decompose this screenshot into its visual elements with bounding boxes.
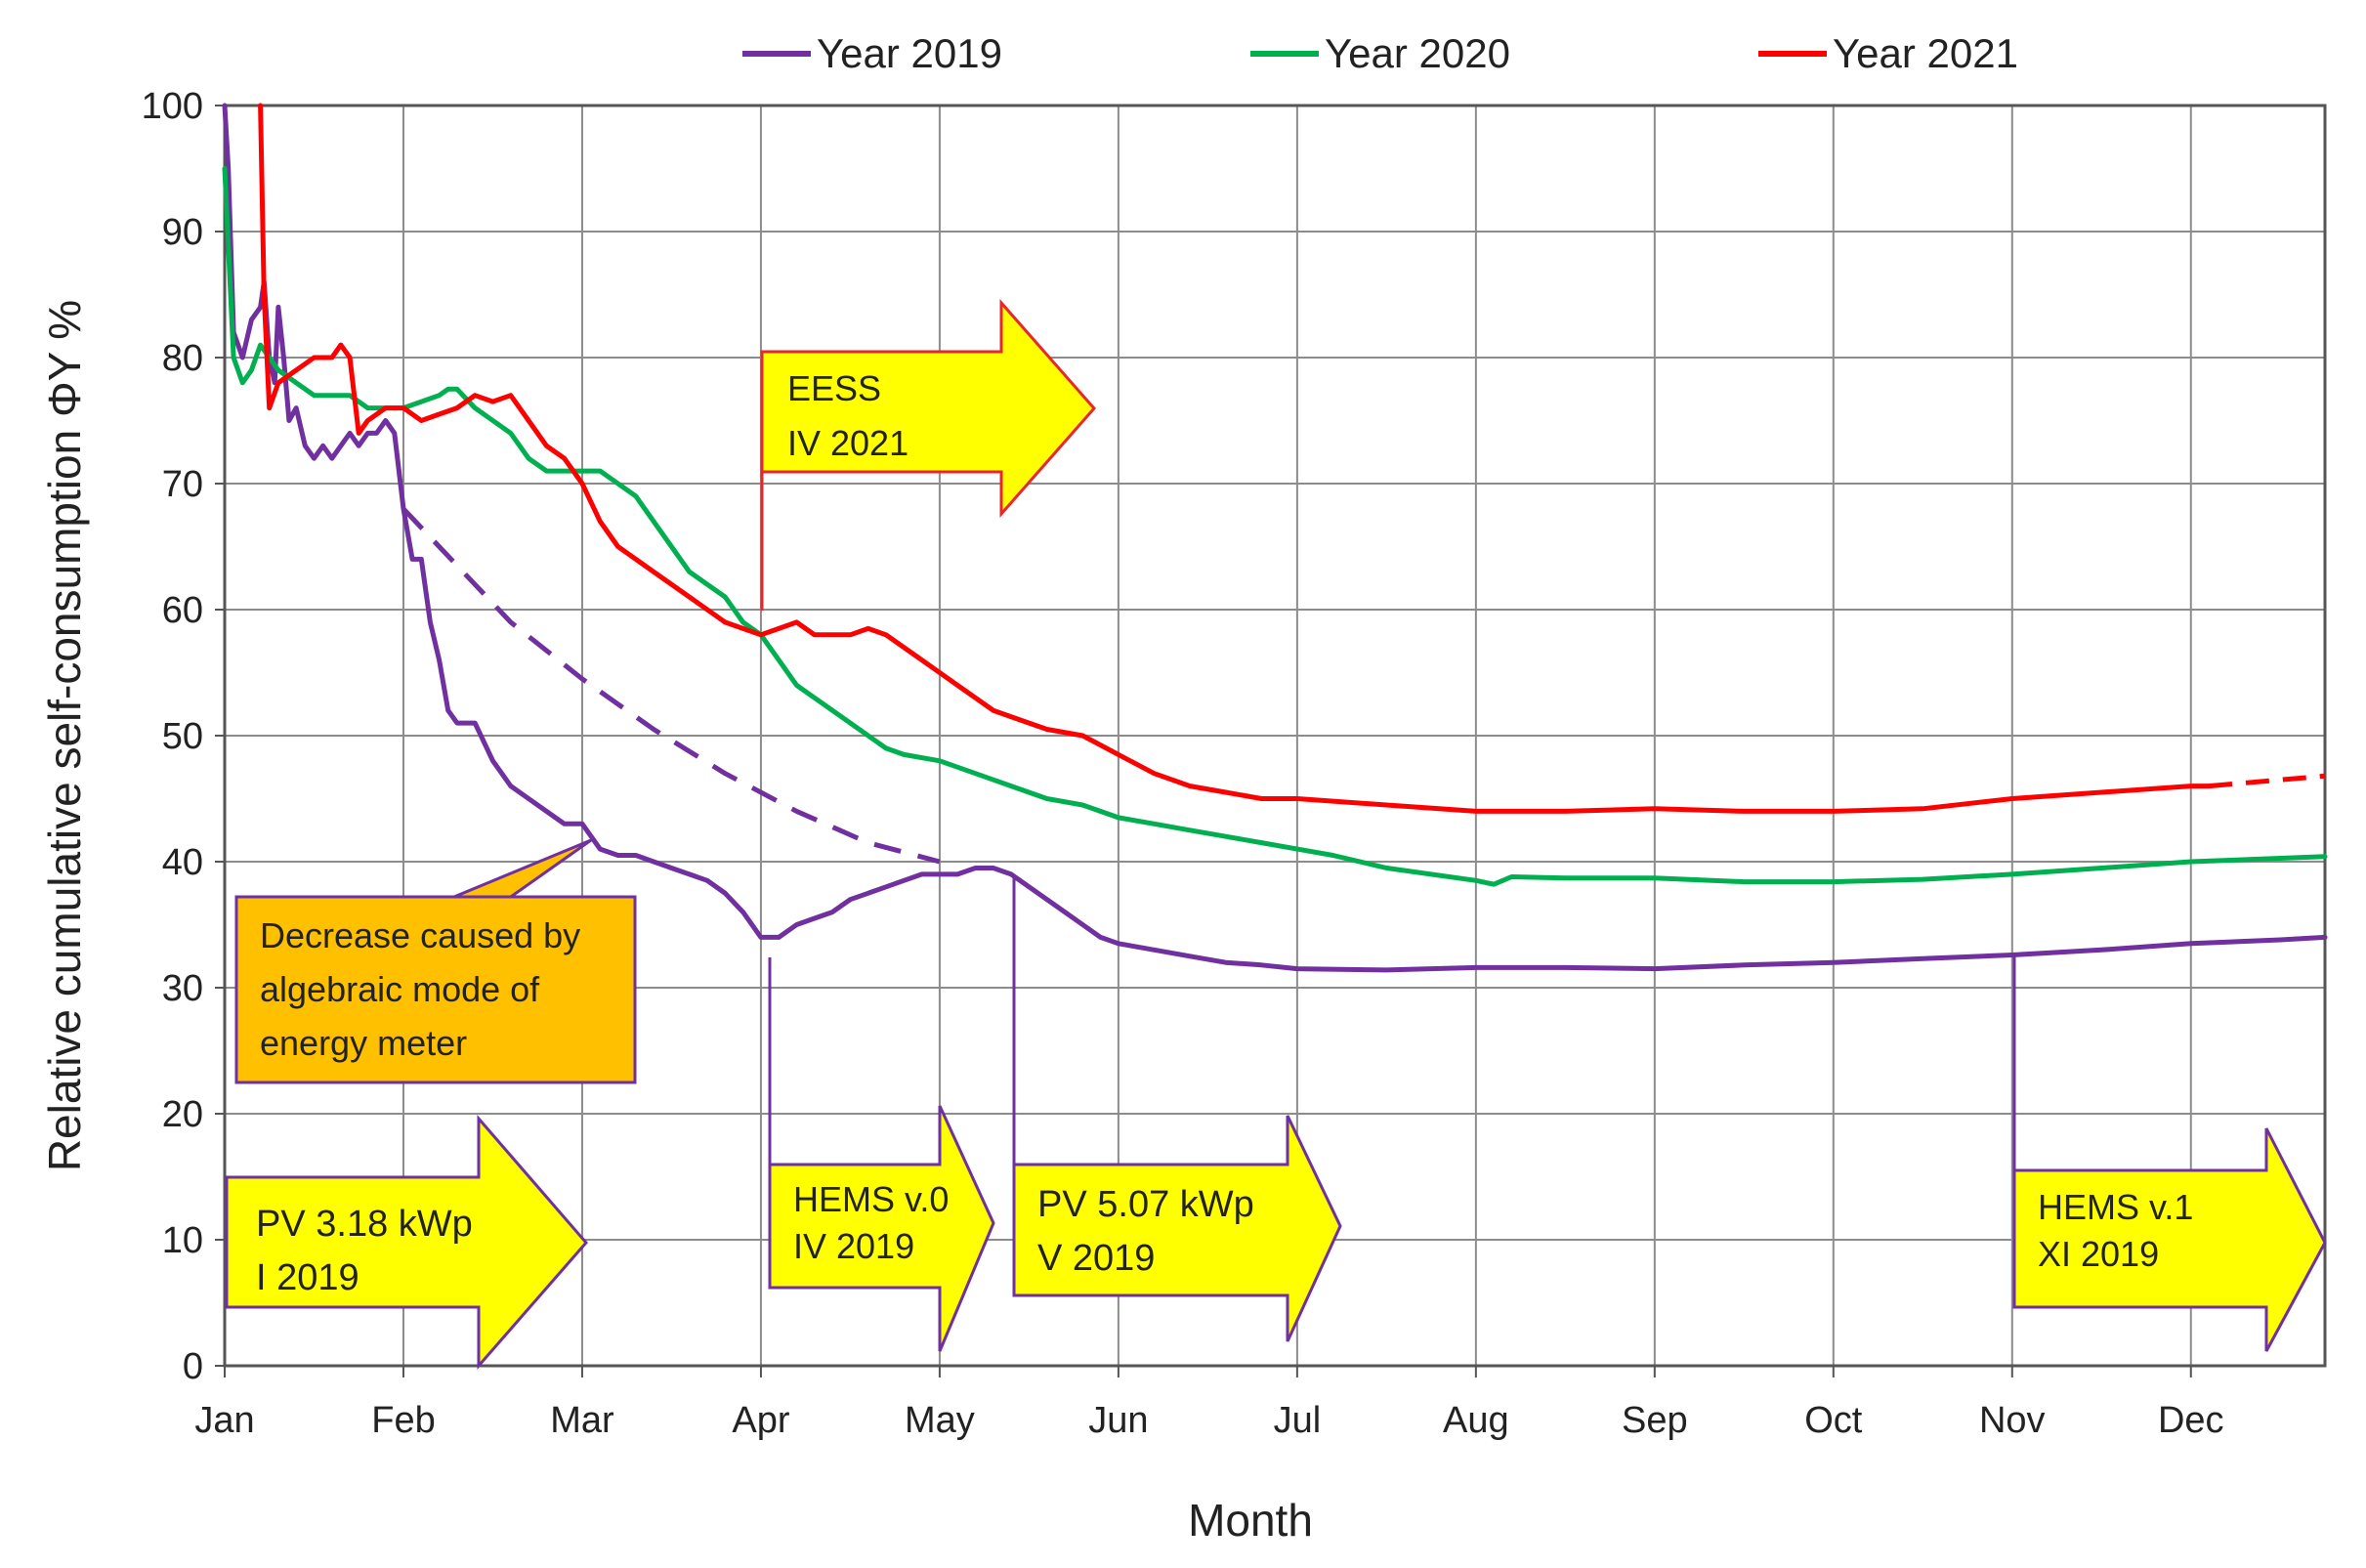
y-tick-label: 100 xyxy=(142,86,203,127)
series-line-3 xyxy=(258,103,2212,814)
x-tick-label: May xyxy=(905,1400,975,1441)
legend-item-2019: Year 2019 xyxy=(742,30,1002,76)
x-tick-label: Aug xyxy=(1443,1400,1509,1441)
annotation-pv-507: PV 5.07 kWp V 2019 xyxy=(1012,874,1342,1342)
y-axis-ticks: 0 10 20 30 40 50 60 70 80 90 100 xyxy=(142,86,225,1387)
annotation-eess: EESS IV 2021 xyxy=(760,299,1096,611)
svg-text:Year 2019: Year 2019 xyxy=(817,30,1002,76)
x-tick-label: Mar xyxy=(550,1400,614,1441)
svg-text:XI 2019: XI 2019 xyxy=(2038,1234,2159,1274)
series-line-1 xyxy=(401,507,941,865)
x-tick-label: Oct xyxy=(1804,1400,1863,1441)
svg-text:algebraic mode of: algebraic mode of xyxy=(260,969,540,1009)
y-tick-label: 80 xyxy=(162,338,203,379)
annotation-hems-v0: HEMS v.0 IV 2019 xyxy=(768,957,995,1352)
y-tick-label: 70 xyxy=(162,464,203,505)
legend: Year 2019 Year 2020 Year 2021 xyxy=(742,30,2018,76)
series-line-2 xyxy=(222,166,2328,887)
y-axis-title: Relative cumulative self-consumption ΦY … xyxy=(39,300,90,1171)
x-axis-ticks: Jan Feb Mar Apr May Jun Jul Aug Sep Oct Nov Dec xyxy=(194,1366,2224,1441)
y-tick-label: 50 xyxy=(162,716,203,757)
svg-text:IV 2019: IV 2019 xyxy=(793,1226,914,1266)
legend-item-2021: Year 2021 xyxy=(1758,30,2018,76)
x-tick-label: Sep xyxy=(1622,1400,1688,1441)
svg-text:energy meter: energy meter xyxy=(260,1023,467,1063)
y-tick-label: 10 xyxy=(162,1220,203,1261)
svg-text:HEMS v.1: HEMS v.1 xyxy=(2038,1187,2193,1227)
svg-text:V 2019: V 2019 xyxy=(1037,1238,1155,1279)
svg-text:IV 2021: IV 2021 xyxy=(787,423,908,463)
x-tick-label: Jul xyxy=(1274,1400,1322,1441)
y-tick-label: 20 xyxy=(162,1094,203,1135)
legend-item-2020: Year 2020 xyxy=(1250,30,1510,76)
svg-text:Decrease caused by: Decrease caused by xyxy=(260,915,580,955)
series-line-0 xyxy=(222,103,2328,973)
y-tick-label: 60 xyxy=(162,590,203,631)
svg-text:PV 5.07 kWp: PV 5.07 kWp xyxy=(1037,1184,1254,1225)
svg-text:EESS: EESS xyxy=(787,368,881,408)
svg-text:Year 2021: Year 2021 xyxy=(1833,30,2018,76)
x-tick-label: Jun xyxy=(1088,1400,1148,1441)
y-tick-label: 0 xyxy=(183,1346,203,1387)
svg-text:HEMS v.0: HEMS v.0 xyxy=(793,1179,949,1219)
y-tick-label: 30 xyxy=(162,968,203,1009)
annotation-pv-318: PV 3.18 kWp I 2019 xyxy=(225,1114,588,1370)
svg-text:Year 2020: Year 2020 xyxy=(1325,30,1510,76)
x-tick-label: Feb xyxy=(371,1400,435,1441)
series-layer xyxy=(222,103,2328,973)
x-tick-label: Jan xyxy=(194,1400,254,1441)
y-tick-label: 40 xyxy=(162,842,203,883)
svg-text:I 2019: I 2019 xyxy=(256,1257,359,1298)
x-tick-label: Apr xyxy=(732,1400,789,1441)
y-tick-label: 90 xyxy=(162,212,203,253)
x-axis-title: Month xyxy=(1188,1495,1313,1546)
x-tick-label: Nov xyxy=(1979,1400,2046,1441)
series-line-3-projection xyxy=(2208,773,2326,789)
svg-text:PV 3.18 kWp: PV 3.18 kWp xyxy=(256,1204,473,1245)
annotation-hems-v1: HEMS v.1 XI 2019 xyxy=(2012,953,2327,1352)
annotation-decrease: Decrease caused by algebraic mode of ene… xyxy=(234,838,637,1084)
x-tick-label: Dec xyxy=(2158,1400,2224,1441)
